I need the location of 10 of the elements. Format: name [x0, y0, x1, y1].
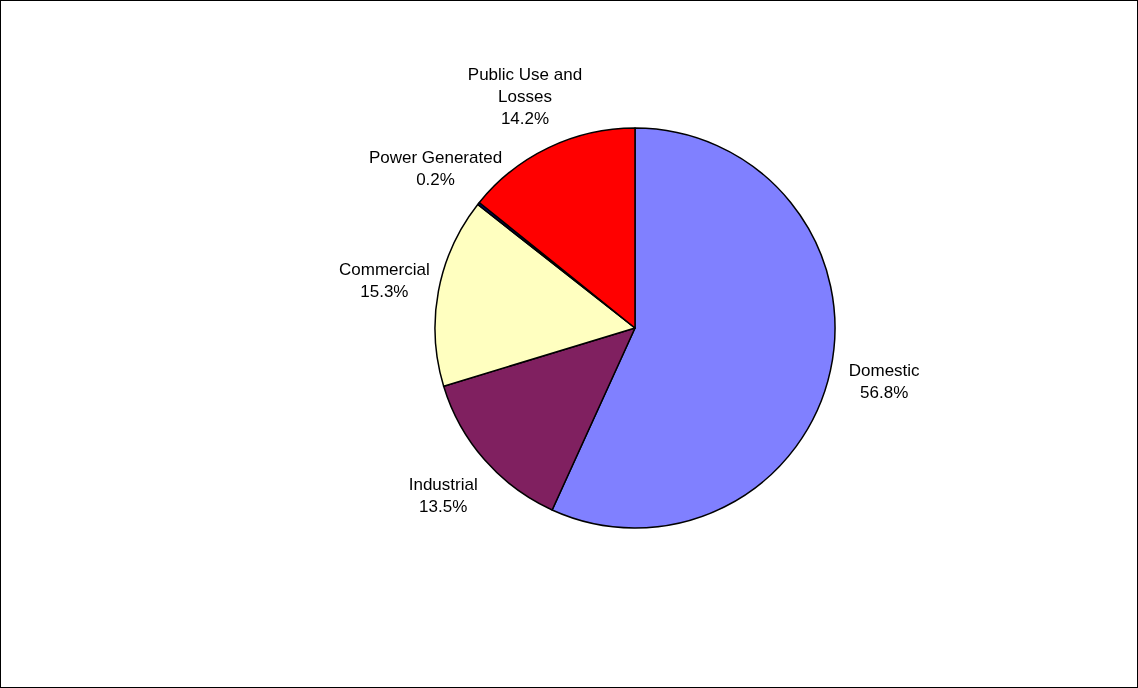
slice-label: Public Use and Losses	[467, 65, 583, 107]
slice-label: Industrial	[408, 474, 478, 494]
data-label: 15.3%	[360, 281, 409, 301]
data-label: 56.8%	[860, 382, 909, 402]
data-label: 0.2%	[416, 169, 455, 189]
slice-label: Commercial	[339, 259, 430, 279]
data-label: 14.2%	[500, 109, 550, 129]
slice-label: Domestic	[848, 360, 921, 380]
data-label: 13.5%	[419, 496, 468, 516]
slice-label: Power Generated	[368, 147, 503, 167]
